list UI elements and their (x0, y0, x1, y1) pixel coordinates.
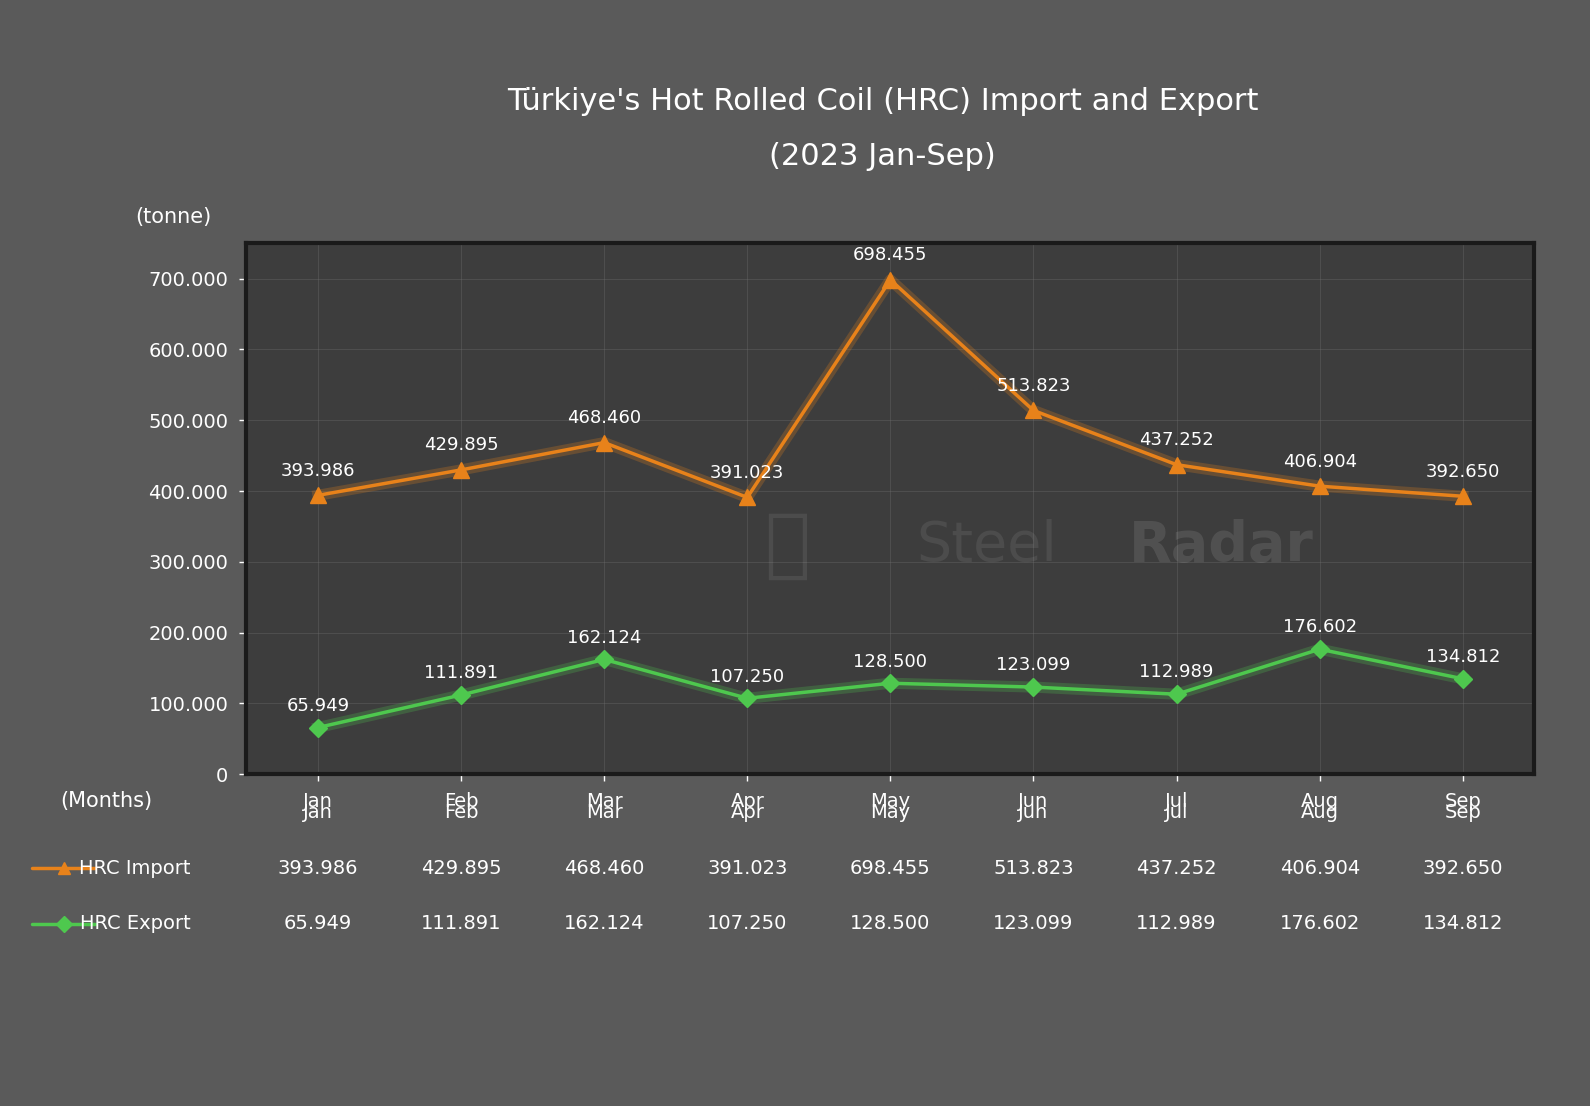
Text: 128.500: 128.500 (854, 653, 927, 670)
Text: 468.460: 468.460 (568, 409, 641, 427)
Text: Sep: Sep (1444, 803, 1482, 823)
Text: 468.460: 468.460 (564, 858, 644, 878)
Text: 128.500: 128.500 (851, 914, 930, 933)
Text: Ⓡ: Ⓡ (765, 509, 811, 583)
Text: Jan: Jan (304, 803, 332, 823)
Text: Jun: Jun (1018, 803, 1049, 823)
Text: 162.124: 162.124 (568, 628, 641, 647)
Text: 107.250: 107.250 (711, 668, 784, 686)
Text: 393.986: 393.986 (278, 858, 358, 878)
Text: (tonne): (tonne) (135, 207, 211, 227)
Text: 437.252: 437.252 (1137, 858, 1216, 878)
Text: Steel: Steel (916, 519, 1057, 573)
Text: 123.099: 123.099 (997, 656, 1070, 675)
Text: 513.823: 513.823 (994, 858, 1073, 878)
Text: May: May (870, 803, 911, 823)
Text: 406.904: 406.904 (1283, 452, 1356, 471)
Text: 437.252: 437.252 (1138, 431, 1215, 449)
Text: Aug: Aug (1301, 803, 1339, 823)
Text: 134.812: 134.812 (1423, 914, 1503, 933)
Text: 391.023: 391.023 (708, 858, 787, 878)
Text: 162.124: 162.124 (564, 914, 644, 933)
Text: Apr: Apr (730, 803, 765, 823)
Text: 391.023: 391.023 (711, 463, 784, 482)
Text: 698.455: 698.455 (851, 858, 930, 878)
Text: (2023 Jan-Sep): (2023 Jan-Sep) (770, 143, 995, 171)
Text: 392.650: 392.650 (1426, 462, 1499, 481)
Text: HRC Export: HRC Export (80, 914, 191, 933)
Text: 176.602: 176.602 (1283, 618, 1356, 636)
Text: (Months): (Months) (60, 791, 153, 811)
Text: 107.250: 107.250 (708, 914, 787, 933)
Text: 112.989: 112.989 (1140, 664, 1213, 681)
Text: 513.823: 513.823 (997, 377, 1070, 395)
Text: 111.891: 111.891 (425, 665, 498, 682)
Text: 123.099: 123.099 (994, 914, 1073, 933)
Text: 112.989: 112.989 (1137, 914, 1216, 933)
Text: Mar: Mar (585, 803, 623, 823)
Text: 176.602: 176.602 (1280, 914, 1359, 933)
Text: Türkiye's Hot Rolled Coil (HRC) Import and Export: Türkiye's Hot Rolled Coil (HRC) Import a… (507, 87, 1258, 116)
Text: 406.904: 406.904 (1280, 858, 1359, 878)
Text: 429.895: 429.895 (425, 437, 498, 455)
Text: Radar: Radar (1129, 519, 1313, 573)
Text: HRC Import: HRC Import (80, 858, 191, 878)
Text: Jul: Jul (1165, 803, 1188, 823)
Text: 393.986: 393.986 (281, 461, 355, 480)
Text: 65.949: 65.949 (285, 914, 351, 933)
Text: 134.812: 134.812 (1426, 648, 1499, 666)
Text: 111.891: 111.891 (421, 914, 501, 933)
Text: Feb: Feb (444, 803, 479, 823)
Text: 698.455: 698.455 (854, 247, 927, 264)
Text: 392.650: 392.650 (1423, 858, 1503, 878)
Text: 429.895: 429.895 (421, 858, 501, 878)
Text: 65.949: 65.949 (286, 697, 350, 714)
